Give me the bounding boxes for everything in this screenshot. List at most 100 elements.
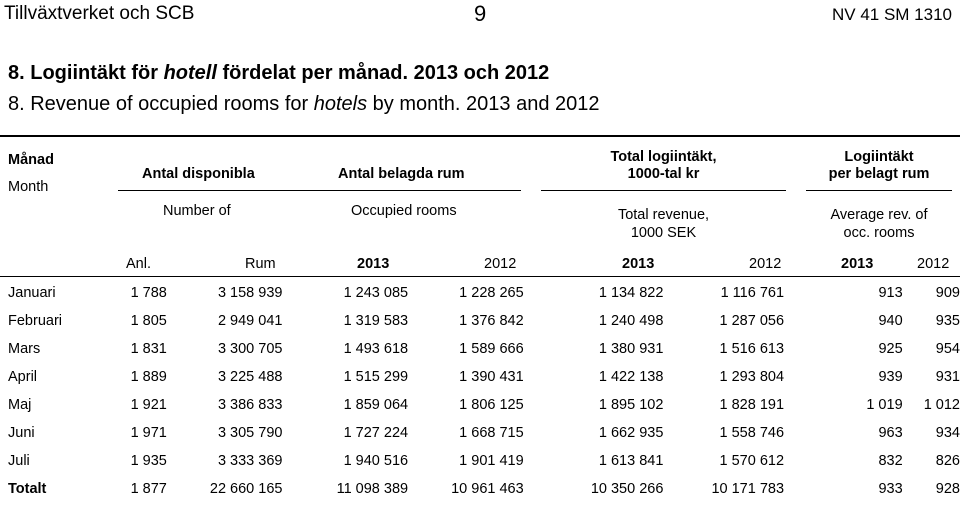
rev-2013-cell: 1 895 102 (598, 397, 664, 413)
rev-2013-cell: 1 613 841 (598, 453, 664, 469)
subheader-occ-2012: 2012 (484, 256, 517, 272)
occupied-header-en: Occupied rooms (351, 203, 457, 219)
table-row-total: Totalt 1 877 22 660 165 11 098 389 10 96… (0, 475, 960, 503)
month-cell: Totalt (8, 481, 47, 497)
subheader-occ-2013: 2013 (357, 256, 390, 272)
month-cell: Mars (8, 341, 41, 357)
avg-2012-cell: 934 (935, 425, 960, 441)
rum-cell: 3 386 833 (217, 397, 283, 413)
table-row: Juni 1 971 3 305 790 1 727 224 1 668 715… (0, 419, 960, 447)
page-header-right: NV 41 SM 1310 (831, 5, 952, 24)
rum-cell: 3 158 939 (217, 285, 283, 301)
page-header-left: Tillväxtverket och SCB (4, 3, 195, 24)
subheader-rev-2012: 2012 (749, 256, 782, 272)
rum-cell: 3 225 488 (217, 369, 283, 385)
rev-2012-cell: 1 558 746 (719, 425, 785, 441)
rev-2012-cell: 1 293 804 (719, 369, 785, 385)
avg-2012-cell: 954 (935, 341, 960, 357)
subheader-rum: Rum (245, 256, 276, 272)
anl-cell: 1 935 (130, 453, 167, 469)
table-row: April 1 889 3 225 488 1 515 299 1 390 43… (0, 363, 960, 391)
avg-2013-cell: 939 (878, 369, 903, 385)
avg-2013-cell: 963 (878, 425, 903, 441)
subheader-avg-2013: 2013 (841, 256, 874, 272)
occ-2013-cell: 1 319 583 (343, 313, 409, 329)
month-cell: Januari (8, 285, 56, 301)
rev-2013-cell: 1 422 138 (598, 369, 664, 385)
avg-2013-cell: 940 (878, 313, 903, 329)
rev-2013-cell: 1 134 822 (598, 285, 664, 301)
occ-2013-cell: 1 859 064 (343, 397, 409, 413)
occ-2013-cell: 11 098 389 (336, 481, 409, 497)
anl-cell: 1 921 (130, 397, 167, 413)
occ-2012-cell: 1 668 715 (459, 425, 524, 441)
month-cell: April (8, 369, 38, 385)
data-table: Januari 1 788 3 158 939 1 243 085 1 228 … (0, 279, 960, 503)
table-row: Februari 1 805 2 949 041 1 319 583 1 376… (0, 307, 960, 335)
rev-2012-cell: 1 828 191 (719, 397, 785, 413)
table-title-sv: 8. Logiintäkt för hotell fördelat per må… (8, 62, 550, 84)
rev-2013-cell: 1 240 498 (598, 313, 664, 329)
occ-2012-cell: 1 806 125 (459, 397, 524, 413)
available-header-sv: Antal disponibla (142, 166, 255, 182)
rev-2012-cell: 1 116 761 (720, 285, 785, 301)
group-rule-revenue (541, 190, 786, 191)
table-title-en: 8. Revenue of occupied rooms for hotels … (8, 93, 600, 115)
occ-2012-cell: 1 390 431 (459, 369, 524, 385)
anl-cell: 1 805 (130, 313, 167, 329)
table-row: Januari 1 788 3 158 939 1 243 085 1 228 … (0, 279, 960, 307)
rev-2013-cell: 1 380 931 (598, 341, 664, 357)
occ-2013-cell: 1 493 618 (343, 341, 409, 357)
revenue-header-en-line1: Total revenue, (617, 207, 710, 223)
table-row: Juli 1 935 3 333 369 1 940 516 1 901 419… (0, 447, 960, 475)
anl-cell: 1 971 (130, 425, 167, 441)
rev-2012-cell: 10 171 783 (711, 481, 785, 497)
avg-2013-cell: 1 019 (866, 397, 903, 413)
anl-cell: 1 889 (130, 369, 167, 385)
occupied-header-sv: Antal belagda rum (338, 166, 465, 182)
avg-2012-cell: 826 (935, 453, 960, 469)
rev-2013-cell: 10 350 266 (590, 481, 664, 497)
month-header-en: Month (8, 179, 49, 195)
month-cell: Maj (8, 397, 32, 413)
rum-cell: 3 300 705 (217, 341, 283, 357)
rum-cell: 22 660 165 (209, 481, 283, 497)
occ-2013-cell: 1 243 085 (343, 285, 409, 301)
occ-2012-cell: 10 961 463 (451, 481, 524, 497)
occ-2012-cell: 1 901 419 (459, 453, 524, 469)
subheader-anl: Anl. (126, 256, 151, 272)
occ-2012-cell: 1 228 265 (459, 285, 524, 301)
month-cell: Juli (8, 453, 30, 469)
anl-cell: 1 877 (130, 481, 167, 497)
header-rule (0, 276, 960, 277)
available-header-en: Number of (163, 203, 231, 219)
occ-2012-cell: 1 589 666 (459, 341, 524, 357)
rev-2012-cell: 1 516 613 (719, 341, 785, 357)
page-number: 9 (474, 1, 487, 26)
group-rule-rooms (118, 190, 521, 191)
subheader-rev-2013: 2013 (622, 256, 655, 272)
anl-cell: 1 788 (130, 285, 167, 301)
occ-2013-cell: 1 727 224 (343, 425, 409, 441)
table-row: Mars 1 831 3 300 705 1 493 618 1 589 666… (0, 335, 960, 363)
avg-2013-cell: 925 (878, 341, 903, 357)
occ-2013-cell: 1 940 516 (343, 453, 409, 469)
occ-2012-cell: 1 376 842 (459, 313, 524, 329)
avg-2012-cell: 935 (935, 313, 960, 329)
average-header-sv-line1: Logiintäkt (844, 149, 914, 165)
rum-cell: 3 333 369 (217, 453, 283, 469)
group-rule-average (806, 190, 952, 191)
top-rule (0, 135, 960, 137)
rev-2012-cell: 1 287 056 (719, 313, 785, 329)
avg-2012-cell: 931 (935, 369, 960, 385)
average-header-en-line1: Average rev. of (830, 207, 928, 223)
avg-2012-cell: 1 012 (923, 397, 960, 413)
avg-2013-cell: 832 (878, 453, 903, 469)
rum-cell: 3 305 790 (217, 425, 283, 441)
rev-2013-cell: 1 662 935 (598, 425, 664, 441)
month-cell: Februari (8, 313, 62, 329)
avg-2012-cell: 928 (935, 481, 960, 497)
month-header-sv: Månad (8, 152, 54, 168)
avg-2012-cell: 909 (935, 285, 960, 301)
anl-cell: 1 831 (130, 341, 167, 357)
